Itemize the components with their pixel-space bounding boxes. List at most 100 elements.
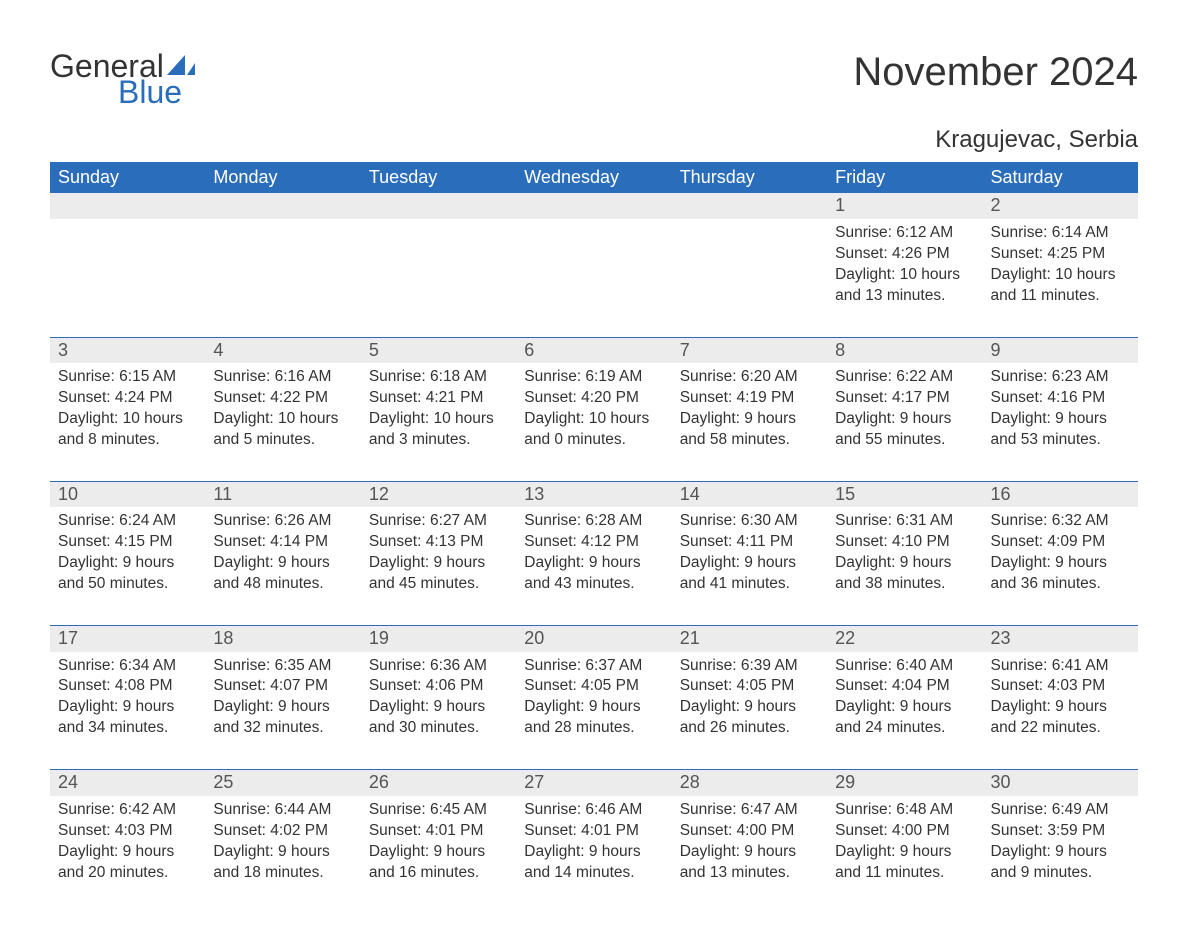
day-number-row: 12 bbox=[50, 193, 1138, 219]
day1-text: Daylight: 10 hours bbox=[991, 265, 1130, 286]
sunrise-text: Sunrise: 6:15 AM bbox=[58, 367, 197, 388]
day-number-cell: 8 bbox=[827, 337, 982, 363]
day-body-cell: Sunrise: 6:34 AMSunset: 4:08 PMDaylight:… bbox=[50, 652, 205, 770]
sunrise-text: Sunrise: 6:16 AM bbox=[213, 367, 352, 388]
day2-text: and 3 minutes. bbox=[369, 430, 508, 451]
day-body-row: Sunrise: 6:15 AMSunset: 4:24 PMDaylight:… bbox=[50, 363, 1138, 481]
day1-text: Daylight: 9 hours bbox=[680, 409, 819, 430]
day-number-cell: 20 bbox=[516, 626, 671, 652]
day2-text: and 48 minutes. bbox=[213, 574, 352, 595]
day-number-cell: 11 bbox=[205, 481, 360, 507]
day-number-cell: 25 bbox=[205, 770, 360, 796]
day-number-cell: 7 bbox=[672, 337, 827, 363]
sunrise-text: Sunrise: 6:47 AM bbox=[680, 800, 819, 821]
sunrise-text: Sunrise: 6:18 AM bbox=[369, 367, 508, 388]
day-number-row: 17181920212223 bbox=[50, 626, 1138, 652]
sunrise-text: Sunrise: 6:14 AM bbox=[991, 223, 1130, 244]
sunset-text: Sunset: 4:06 PM bbox=[369, 676, 508, 697]
day-number-cell: 30 bbox=[983, 770, 1138, 796]
day-number-cell bbox=[516, 193, 671, 219]
day-number-cell: 5 bbox=[361, 337, 516, 363]
day2-text: and 11 minutes. bbox=[835, 863, 974, 884]
sunrise-text: Sunrise: 6:12 AM bbox=[835, 223, 974, 244]
day1-text: Daylight: 9 hours bbox=[835, 697, 974, 718]
day-body-cell: Sunrise: 6:31 AMSunset: 4:10 PMDaylight:… bbox=[827, 507, 982, 625]
day2-text: and 38 minutes. bbox=[835, 574, 974, 595]
day-body-cell: Sunrise: 6:16 AMSunset: 4:22 PMDaylight:… bbox=[205, 363, 360, 481]
day-body-cell bbox=[361, 219, 516, 337]
sunset-text: Sunset: 4:24 PM bbox=[58, 388, 197, 409]
day-body-cell bbox=[672, 219, 827, 337]
day1-text: Daylight: 9 hours bbox=[369, 842, 508, 863]
day-number-cell: 16 bbox=[983, 481, 1138, 507]
sunset-text: Sunset: 3:59 PM bbox=[991, 821, 1130, 842]
day-number-row: 10111213141516 bbox=[50, 481, 1138, 507]
sunset-text: Sunset: 4:16 PM bbox=[991, 388, 1130, 409]
day1-text: Daylight: 10 hours bbox=[58, 409, 197, 430]
day1-text: Daylight: 9 hours bbox=[58, 842, 197, 863]
day2-text: and 32 minutes. bbox=[213, 718, 352, 739]
sunrise-text: Sunrise: 6:22 AM bbox=[835, 367, 974, 388]
day2-text: and 26 minutes. bbox=[680, 718, 819, 739]
day2-text: and 36 minutes. bbox=[991, 574, 1130, 595]
day1-text: Daylight: 9 hours bbox=[524, 697, 663, 718]
header-row: General Blue November 2024 bbox=[50, 50, 1138, 108]
sunset-text: Sunset: 4:10 PM bbox=[835, 532, 974, 553]
day2-text: and 28 minutes. bbox=[524, 718, 663, 739]
day-number-row: 24252627282930 bbox=[50, 770, 1138, 796]
day-number-cell: 19 bbox=[361, 626, 516, 652]
day-body-cell: Sunrise: 6:37 AMSunset: 4:05 PMDaylight:… bbox=[516, 652, 671, 770]
weekday-header: Tuesday bbox=[361, 162, 516, 193]
day-number-cell: 13 bbox=[516, 481, 671, 507]
day2-text: and 45 minutes. bbox=[369, 574, 508, 595]
sunset-text: Sunset: 4:05 PM bbox=[680, 676, 819, 697]
day2-text: and 0 minutes. bbox=[524, 430, 663, 451]
day1-text: Daylight: 9 hours bbox=[369, 697, 508, 718]
day-body-cell: Sunrise: 6:47 AMSunset: 4:00 PMDaylight:… bbox=[672, 796, 827, 898]
day1-text: Daylight: 9 hours bbox=[213, 553, 352, 574]
weekday-header: Wednesday bbox=[516, 162, 671, 193]
day1-text: Daylight: 9 hours bbox=[991, 409, 1130, 430]
day2-text: and 41 minutes. bbox=[680, 574, 819, 595]
day-number-cell: 12 bbox=[361, 481, 516, 507]
day-body-cell: Sunrise: 6:15 AMSunset: 4:24 PMDaylight:… bbox=[50, 363, 205, 481]
day-number-cell bbox=[672, 193, 827, 219]
sunset-text: Sunset: 4:00 PM bbox=[835, 821, 974, 842]
sunrise-text: Sunrise: 6:46 AM bbox=[524, 800, 663, 821]
day-number-cell: 24 bbox=[50, 770, 205, 796]
day2-text: and 8 minutes. bbox=[58, 430, 197, 451]
sunset-text: Sunset: 4:22 PM bbox=[213, 388, 352, 409]
day1-text: Daylight: 10 hours bbox=[835, 265, 974, 286]
day-body-cell: Sunrise: 6:24 AMSunset: 4:15 PMDaylight:… bbox=[50, 507, 205, 625]
sunrise-text: Sunrise: 6:44 AM bbox=[213, 800, 352, 821]
sunrise-text: Sunrise: 6:19 AM bbox=[524, 367, 663, 388]
day2-text: and 24 minutes. bbox=[835, 718, 974, 739]
day-body-row: Sunrise: 6:24 AMSunset: 4:15 PMDaylight:… bbox=[50, 507, 1138, 625]
day1-text: Daylight: 9 hours bbox=[680, 697, 819, 718]
day-body-cell: Sunrise: 6:40 AMSunset: 4:04 PMDaylight:… bbox=[827, 652, 982, 770]
day-body-cell: Sunrise: 6:32 AMSunset: 4:09 PMDaylight:… bbox=[983, 507, 1138, 625]
day1-text: Daylight: 9 hours bbox=[524, 553, 663, 574]
weekday-header: Monday bbox=[205, 162, 360, 193]
sunrise-text: Sunrise: 6:48 AM bbox=[835, 800, 974, 821]
day2-text: and 16 minutes. bbox=[369, 863, 508, 884]
day-number-cell: 18 bbox=[205, 626, 360, 652]
day1-text: Daylight: 9 hours bbox=[213, 697, 352, 718]
day-body-cell: Sunrise: 6:39 AMSunset: 4:05 PMDaylight:… bbox=[672, 652, 827, 770]
weekday-header: Thursday bbox=[672, 162, 827, 193]
day1-text: Daylight: 9 hours bbox=[991, 553, 1130, 574]
day1-text: Daylight: 9 hours bbox=[58, 553, 197, 574]
weekday-header: Sunday bbox=[50, 162, 205, 193]
day-body-cell: Sunrise: 6:28 AMSunset: 4:12 PMDaylight:… bbox=[516, 507, 671, 625]
sunrise-text: Sunrise: 6:42 AM bbox=[58, 800, 197, 821]
day-number-cell bbox=[50, 193, 205, 219]
sunrise-text: Sunrise: 6:37 AM bbox=[524, 656, 663, 677]
day-number-cell bbox=[205, 193, 360, 219]
sunrise-text: Sunrise: 6:41 AM bbox=[991, 656, 1130, 677]
brand-part2: Blue bbox=[118, 76, 195, 108]
day-number-row: 3456789 bbox=[50, 337, 1138, 363]
day2-text: and 34 minutes. bbox=[58, 718, 197, 739]
sunset-text: Sunset: 4:01 PM bbox=[524, 821, 663, 842]
day-number-cell bbox=[361, 193, 516, 219]
day1-text: Daylight: 9 hours bbox=[680, 842, 819, 863]
